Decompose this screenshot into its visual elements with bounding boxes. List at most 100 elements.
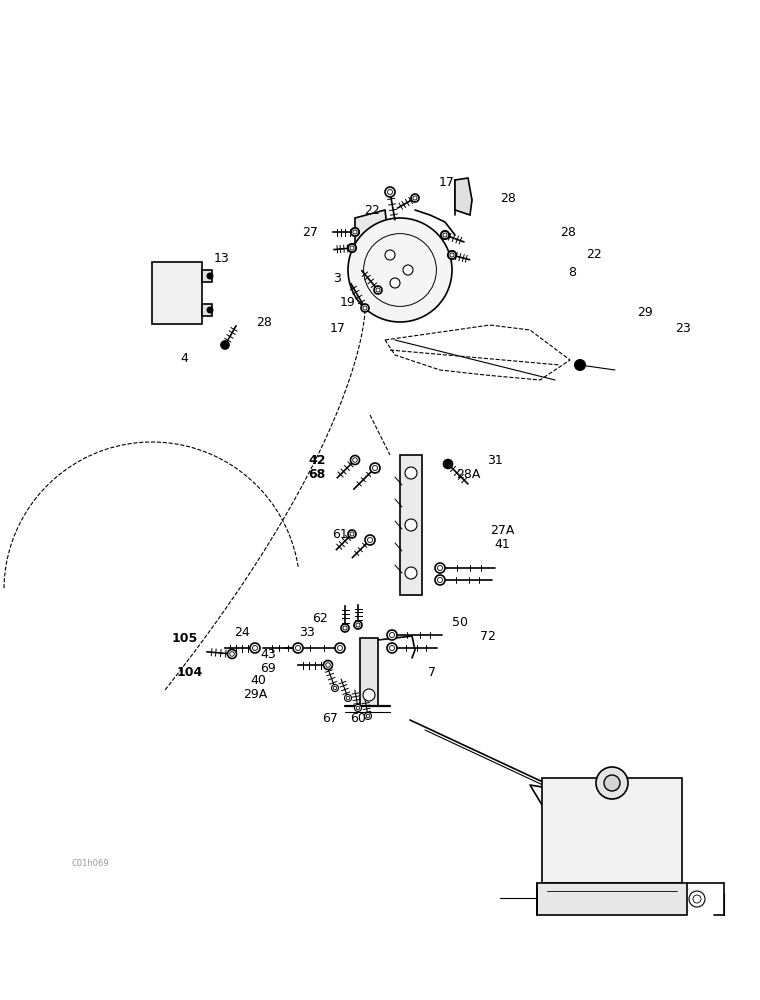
Text: 60: 60 — [350, 712, 366, 724]
Bar — [202, 304, 212, 316]
Text: 3: 3 — [333, 271, 341, 284]
Text: 28A: 28A — [456, 468, 480, 481]
Circle shape — [435, 563, 445, 573]
Circle shape — [448, 251, 456, 259]
Text: 22: 22 — [586, 248, 602, 261]
Bar — [537, 883, 687, 915]
Text: 24: 24 — [234, 626, 250, 639]
Text: 41: 41 — [494, 538, 510, 550]
Circle shape — [372, 466, 378, 471]
Polygon shape — [455, 178, 472, 215]
Circle shape — [368, 538, 372, 542]
Circle shape — [376, 288, 380, 292]
Circle shape — [324, 660, 333, 670]
Text: 4: 4 — [180, 352, 188, 364]
Text: 104: 104 — [177, 666, 203, 678]
Circle shape — [574, 359, 586, 371]
Circle shape — [438, 578, 442, 582]
Circle shape — [354, 621, 362, 629]
Text: 72: 72 — [480, 630, 496, 643]
Circle shape — [337, 646, 343, 650]
Circle shape — [356, 623, 360, 627]
Polygon shape — [355, 210, 390, 255]
Text: 40: 40 — [250, 674, 266, 686]
Circle shape — [366, 714, 370, 718]
Bar — [360, 638, 378, 706]
Circle shape — [363, 306, 367, 310]
Circle shape — [223, 343, 227, 347]
Circle shape — [348, 244, 356, 252]
Text: 28: 28 — [560, 226, 576, 238]
Circle shape — [441, 231, 449, 239]
Bar — [202, 270, 212, 282]
Circle shape — [348, 530, 356, 538]
Circle shape — [350, 532, 354, 536]
Circle shape — [446, 462, 450, 466]
Circle shape — [293, 643, 303, 653]
Text: 29: 29 — [637, 306, 653, 320]
Circle shape — [350, 227, 360, 237]
Circle shape — [207, 306, 214, 314]
Circle shape — [443, 233, 447, 237]
Text: 7: 7 — [428, 666, 436, 678]
Text: 68: 68 — [309, 468, 325, 481]
Circle shape — [444, 460, 452, 468]
Circle shape — [413, 196, 417, 200]
Circle shape — [230, 652, 234, 656]
Circle shape — [693, 895, 701, 903]
Circle shape — [335, 643, 345, 653]
Text: 50: 50 — [452, 615, 468, 629]
Circle shape — [324, 661, 332, 669]
Text: 105: 105 — [172, 632, 198, 645]
Circle shape — [356, 706, 359, 710]
Circle shape — [447, 250, 457, 260]
Circle shape — [227, 650, 236, 658]
Text: 31: 31 — [487, 454, 503, 466]
Circle shape — [596, 767, 628, 799]
Circle shape — [221, 341, 229, 349]
Text: 28: 28 — [500, 192, 516, 205]
Text: 19: 19 — [340, 296, 356, 308]
Circle shape — [350, 246, 354, 250]
Circle shape — [343, 626, 347, 630]
Circle shape — [385, 250, 395, 260]
Circle shape — [689, 891, 705, 907]
Circle shape — [450, 253, 454, 257]
Circle shape — [354, 704, 362, 712]
Text: 8: 8 — [568, 265, 576, 278]
Circle shape — [435, 575, 445, 585]
Text: 67: 67 — [322, 712, 338, 724]
Circle shape — [344, 694, 351, 702]
Circle shape — [444, 460, 452, 468]
Circle shape — [390, 278, 400, 288]
Circle shape — [387, 643, 397, 653]
Circle shape — [604, 775, 620, 791]
Circle shape — [385, 187, 395, 197]
Circle shape — [221, 341, 229, 349]
Text: 69: 69 — [260, 662, 276, 674]
Text: 17: 17 — [439, 176, 455, 188]
Circle shape — [341, 624, 349, 632]
Circle shape — [347, 243, 357, 253]
Circle shape — [387, 630, 397, 640]
Text: 27A: 27A — [489, 524, 515, 536]
Text: 42: 42 — [309, 454, 326, 466]
Circle shape — [370, 463, 380, 473]
Circle shape — [363, 689, 375, 701]
Text: 17: 17 — [330, 322, 346, 334]
Text: 28: 28 — [256, 316, 272, 328]
Text: 27: 27 — [302, 227, 318, 239]
Circle shape — [361, 304, 369, 312]
Circle shape — [326, 663, 331, 667]
Circle shape — [389, 646, 394, 650]
Text: 29A: 29A — [243, 688, 267, 700]
Circle shape — [405, 467, 417, 479]
Text: 61: 61 — [332, 528, 348, 540]
Circle shape — [438, 566, 442, 570]
Circle shape — [207, 272, 214, 279]
Circle shape — [351, 228, 359, 236]
Circle shape — [365, 712, 372, 720]
Circle shape — [296, 646, 300, 650]
Circle shape — [388, 190, 392, 194]
Circle shape — [331, 684, 338, 692]
